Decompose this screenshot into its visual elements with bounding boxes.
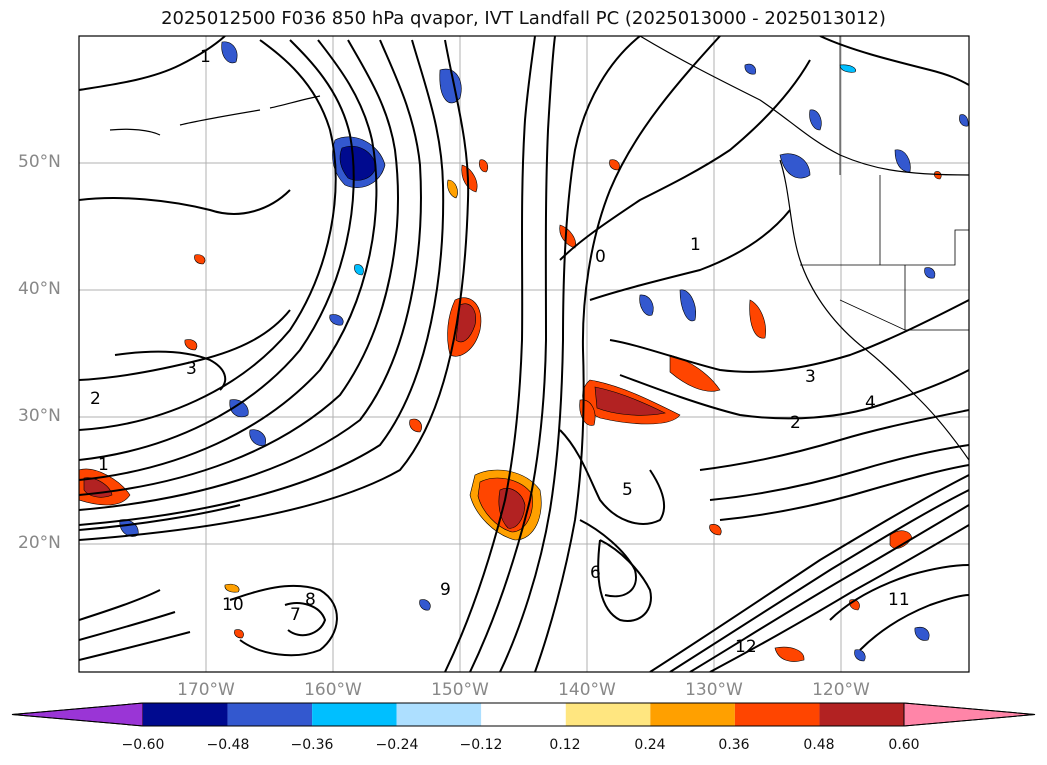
- colorbar: [11, 702, 1036, 727]
- colorbar-extend-low: [11, 702, 144, 727]
- contour-label: 10: [222, 595, 244, 615]
- colorbar-segment: [481, 703, 566, 726]
- lon-label: 140°W: [558, 680, 616, 700]
- colorbar-tick: −0.60: [121, 737, 165, 753]
- cool-anomaly-patches: [119, 41, 969, 662]
- colorbar-tick: 0.12: [549, 737, 581, 753]
- colorbar-tick: 0.60: [888, 737, 920, 753]
- contour-label: 4: [865, 393, 876, 413]
- colorbar-tick: 0.36: [718, 737, 750, 753]
- colorbar-tick: −0.48: [206, 737, 250, 753]
- colorbar-tick: 0.48: [803, 737, 835, 753]
- lon-label: 130°W: [685, 680, 743, 700]
- lat-label: 20°N: [18, 533, 61, 553]
- lat-label: 50°N: [18, 152, 61, 172]
- contour-label: 1: [98, 455, 109, 475]
- contour-label: 5: [622, 480, 633, 500]
- colorbar-outline: [11, 702, 1036, 727]
- colorbar-segment: [819, 703, 904, 726]
- colorbar-segment: [396, 703, 482, 726]
- contour-label: 8: [305, 590, 316, 610]
- ivt-contours: [79, 36, 969, 672]
- warm-anomaly-patches: [79, 159, 942, 662]
- map-title: 2025012500 F036 850 hPa qvapor, IVT Land…: [161, 8, 886, 29]
- borders: [800, 36, 969, 331]
- colorbar-segment: [650, 703, 735, 726]
- contour-label: 12: [735, 637, 757, 657]
- colorbar-segment: [227, 703, 313, 726]
- contour-label: 6: [590, 563, 601, 583]
- colorbar-tick: 0.24: [634, 737, 666, 753]
- contour-label: 3: [186, 359, 197, 379]
- contour-label-group: 1 1 1 2 2 3 3 4 5 6 7 8 9 10 11 12 0: [90, 47, 910, 657]
- contour-label: 3: [805, 367, 816, 387]
- lat-label: 40°N: [18, 279, 61, 299]
- colorbar-tick: −0.36: [290, 737, 334, 753]
- colorbar-segment: [734, 703, 820, 726]
- coastlines: [109, 36, 969, 461]
- contour-label: 0: [595, 247, 606, 267]
- contour-label: 2: [90, 389, 101, 409]
- contour-label: 11: [888, 590, 910, 610]
- colorbar-tick: −0.24: [375, 737, 419, 753]
- lon-label: 150°W: [431, 680, 489, 700]
- contour-label: 2: [790, 413, 801, 433]
- colorbar-extend-high: [903, 702, 1036, 727]
- lon-label: 120°W: [812, 680, 870, 700]
- colorbar-segment: [312, 703, 397, 726]
- plot-frame: [78, 35, 970, 673]
- contour-label: 1: [690, 235, 701, 255]
- lon-label: 160°W: [304, 680, 362, 700]
- contour-label: 1: [200, 47, 211, 67]
- lat-label: 30°N: [18, 406, 61, 426]
- colorbar-tick: −0.12: [459, 737, 503, 753]
- colorbar-segment: [565, 703, 651, 726]
- contour-label: 7: [290, 605, 301, 625]
- colorbar-segment: [143, 703, 228, 726]
- lon-label: 170°W: [177, 680, 235, 700]
- contour-label: 9: [440, 580, 451, 600]
